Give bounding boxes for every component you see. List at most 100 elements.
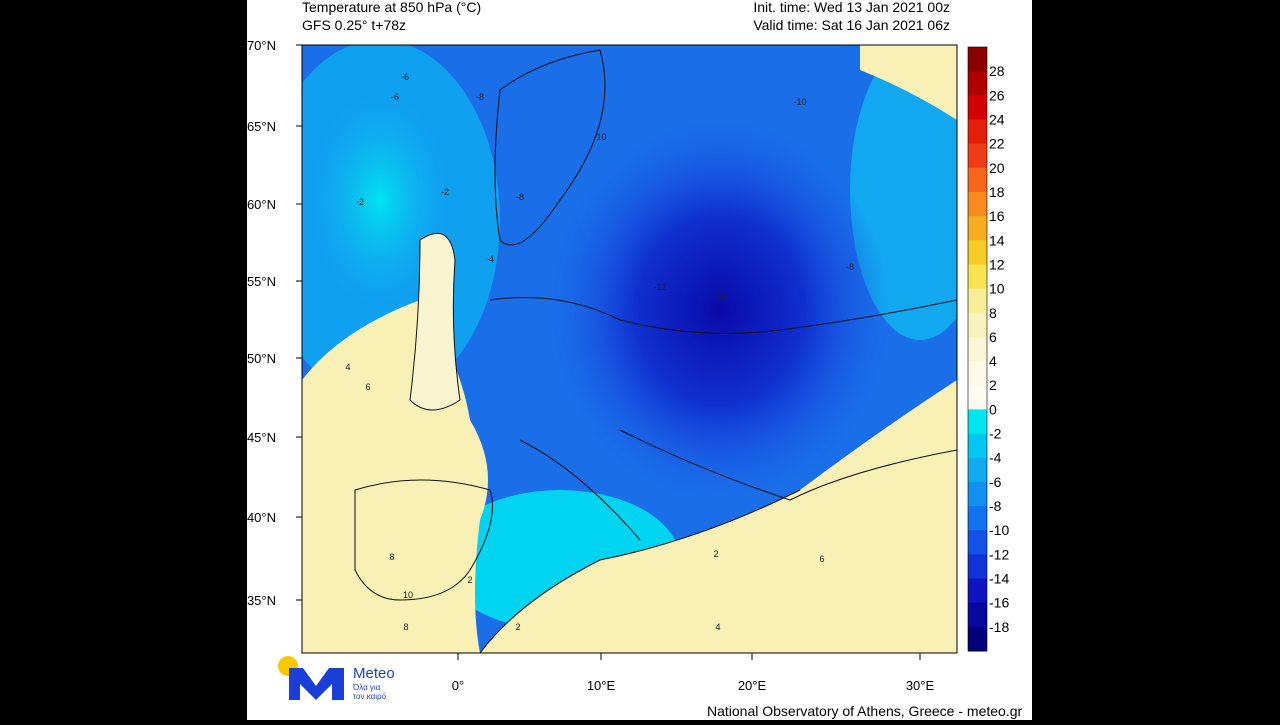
- colorbar-bin: [968, 119, 987, 145]
- lat-label: 40°N: [247, 510, 276, 525]
- colorbar-label: -6: [989, 474, 1002, 490]
- colorbar-bin: [968, 409, 987, 435]
- contour-label: 8: [389, 552, 394, 562]
- colorbar-bin: [968, 95, 987, 120]
- colorbar-bin: [968, 578, 987, 604]
- colorbar-bin: [968, 506, 987, 531]
- colorbar-bin: [968, 167, 987, 193]
- colorbar-label: -12: [989, 546, 1009, 562]
- colorbar-label: 18: [989, 184, 1005, 200]
- contour-label: -4: [486, 254, 494, 264]
- field: [550, 120, 890, 500]
- contour-label: -6: [391, 92, 399, 102]
- lat-label: 70°N: [247, 38, 276, 53]
- colorbar-bin: [968, 602, 987, 628]
- colorbar-label: -2: [989, 426, 1002, 442]
- colorbar-label: -10: [989, 522, 1009, 538]
- coastlines: [354, 49, 957, 653]
- colorbar-bin: [968, 385, 987, 410]
- colorbar-label: 8: [989, 305, 997, 321]
- colorbar-label: 10: [989, 281, 1005, 297]
- contour-label: 8: [403, 622, 408, 632]
- contour-label: -2: [441, 187, 449, 197]
- contour-label: 2: [515, 622, 520, 632]
- logo-name: Meteo: [353, 665, 395, 682]
- contour-label: 2: [713, 549, 718, 559]
- field: [410, 233, 460, 410]
- colorbar-label: 12: [989, 256, 1005, 272]
- lat-label: 50°N: [247, 351, 276, 366]
- contour-label: 2: [467, 575, 472, 585]
- contour-label: -16: [713, 292, 726, 302]
- contour-label: 10: [403, 590, 413, 600]
- lon-label: 30°E: [906, 678, 935, 693]
- lon-label: 20°E: [738, 678, 767, 693]
- colorbar-frame: [967, 46, 988, 652]
- contour-label: 4: [345, 362, 350, 372]
- logo-mark: [289, 668, 344, 700]
- colorbar-bin: [968, 191, 987, 217]
- init-time: Init. time: Wed 13 Jan 2021 00z: [753, 0, 950, 15]
- colorbar-label: 2: [989, 377, 997, 393]
- lat-label: 45°N: [247, 430, 276, 445]
- colorbar-bin: [968, 240, 987, 265]
- map-frame: [301, 44, 958, 654]
- colorbar-label: -18: [989, 619, 1009, 635]
- contour-labels: -6 -8 -6 -2 -4 -8 -10 -12 -10 -8 -16 -2 4 6 8 10 8 2 2 4 6 2: [345, 72, 854, 632]
- valid-time: Valid time: Sat 16 Jan 2021 06z: [753, 17, 950, 33]
- contour-label: 4: [715, 622, 720, 632]
- colorbar-bin: [968, 530, 987, 555]
- contour-label: 6: [365, 382, 370, 392]
- colorbar-label: -4: [989, 450, 1002, 466]
- contour-label: -2: [356, 197, 364, 207]
- colorbar-label: 0: [989, 401, 997, 417]
- colorbar-label: -16: [989, 595, 1009, 611]
- colorbar-label: 20: [989, 160, 1005, 176]
- colorbar-label: 26: [989, 87, 1005, 103]
- contour-label: -10: [593, 132, 606, 142]
- lon-label: 0°: [452, 678, 464, 693]
- colorbar-bin: [968, 457, 987, 483]
- colorbar-bin: [968, 143, 987, 169]
- colorbar-bin: [968, 47, 987, 72]
- colorbar-bin: [968, 336, 987, 362]
- colorbar-bin: [968, 288, 987, 314]
- colorbar-bin: [968, 554, 987, 580]
- lon-label: 10°E: [587, 678, 616, 693]
- colorbar-label: 6: [989, 329, 997, 345]
- colorbar-label: 16: [989, 208, 1005, 224]
- lat-label: 65°N: [247, 119, 276, 134]
- colorbar-label: 14: [989, 232, 1005, 248]
- colorbar-bin: [968, 264, 987, 290]
- lat-label: 60°N: [247, 197, 276, 212]
- colorbar-bin: [968, 433, 987, 459]
- colorbar-bin: [968, 312, 987, 338]
- credit: National Observatory of Athens, Greece -…: [707, 703, 1022, 719]
- colorbar-bin: [968, 361, 987, 386]
- colorbar-bin: [968, 626, 987, 652]
- colorbar-bin: [968, 216, 987, 241]
- colorbar-bin: [968, 71, 987, 96]
- right-border: [1032, 0, 1280, 720]
- contour-label: -8: [516, 192, 524, 202]
- title: Temperature at 850 hPa (°C): [302, 0, 481, 15]
- colorbar-label: 24: [989, 111, 1005, 127]
- colorbar-label: 22: [989, 136, 1005, 152]
- contour-label: -8: [846, 262, 854, 272]
- field: [480, 380, 957, 653]
- model: GFS 0.25° t+78z: [302, 17, 406, 33]
- logo: Meteo Όλα για τον καιρό: [278, 656, 395, 701]
- colorbar-label: 4: [989, 353, 997, 369]
- field: [860, 45, 957, 120]
- lat-label: 35°N: [247, 593, 276, 608]
- contour-label: -6: [401, 72, 409, 82]
- colorbar: 2826242220181614121086420-2-4-6-8-10-12-…: [967, 46, 1009, 652]
- axis-labels: 70°N 65°N 60°N 55°N 50°N 45°N 40°N 35°N 0° 10°E 20…: [247, 38, 935, 693]
- lat-label: 55°N: [247, 274, 276, 289]
- contour-label: -12: [653, 282, 666, 292]
- contour-label: 6: [819, 554, 824, 564]
- contour-label: -10: [793, 97, 806, 107]
- colorbar-label: 28: [989, 63, 1005, 79]
- field: [310, 90, 450, 310]
